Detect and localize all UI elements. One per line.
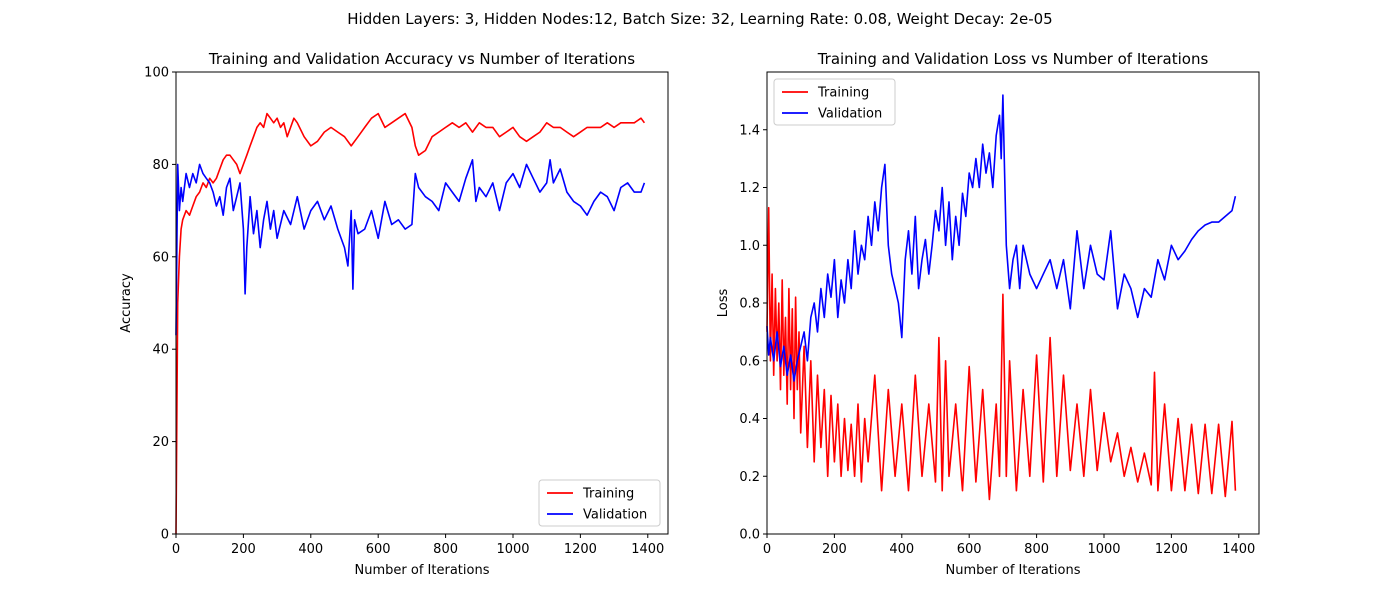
accuracy-x-tick-label: 0 (172, 542, 180, 557)
loss-x-tick-label: 1000 (1087, 542, 1120, 557)
loss-x-axis-label: Number of Iterations (946, 563, 1081, 578)
loss-series-line-training (766, 206, 1237, 501)
accuracy-legend: Training Validation (538, 479, 661, 527)
loss-legend: Training Validation (773, 78, 896, 126)
accuracy-x-tick-label: 400 (298, 542, 323, 557)
accuracy-axes-frame (175, 71, 669, 535)
loss-y-tick-label: 1.0 (739, 239, 760, 254)
accuracy-legend-label-validation: Validation (583, 508, 647, 523)
loss-y-tick-label: 1.2 (739, 181, 760, 196)
accuracy-y-tick-label: 60 (152, 250, 169, 265)
loss-ticks: 0 200 400 600 800 1000 1200 1400 0.0 0.2 0.4 0.6 0.8… (739, 123, 1255, 557)
accuracy-y-tick-label: 100 (144, 66, 169, 81)
loss-y-tick-label: 0.6 (739, 354, 760, 369)
accuracy-ticks: 0 200 400 600 800 1000 1200 1400 0 20 40 60 80 100 (144, 66, 664, 558)
accuracy-x-axis-label: Number of Iterations (355, 563, 490, 578)
loss-x-tick-label: 600 (957, 542, 982, 557)
loss-chart-title: Training and Validation Loss vs Number o… (817, 50, 1209, 68)
accuracy-x-tick-label: 600 (366, 542, 391, 557)
accuracy-x-tick-label: 1400 (631, 542, 664, 557)
loss-legend-label-validation: Validation (818, 107, 882, 122)
accuracy-y-tick-label: 80 (152, 158, 169, 173)
accuracy-x-tick-label: 1200 (564, 542, 597, 557)
loss-axes: Training and Validation Loss vs Number o… (716, 50, 1260, 578)
accuracy-chart-title: Training and Validation Accuracy vs Numb… (208, 50, 635, 68)
loss-series-line-validation (766, 94, 1237, 382)
accuracy-x-tick-label: 200 (231, 542, 256, 557)
loss-y-axis-label: Loss (716, 289, 731, 318)
accuracy-series-line-validation (175, 159, 646, 336)
loss-x-tick-label: 0 (763, 542, 771, 557)
accuracy-x-tick-label: 800 (433, 542, 458, 557)
loss-x-tick-label: 200 (822, 542, 847, 557)
accuracy-legend-label-training: Training (582, 487, 634, 502)
figure-suptitle: Hidden Layers: 3, Hidden Nodes:12, Batch… (347, 10, 1052, 28)
loss-x-tick-label: 1200 (1155, 542, 1188, 557)
loss-y-tick-label: 0.8 (739, 297, 760, 312)
accuracy-y-tick-label: 20 (152, 435, 169, 450)
loss-plot-area (766, 94, 1237, 501)
loss-x-tick-label: 400 (889, 542, 914, 557)
accuracy-axes: Training and Validation Accuracy vs Numb… (119, 50, 669, 578)
loss-y-tick-label: 0.2 (739, 470, 760, 485)
accuracy-x-tick-label: 1000 (496, 542, 529, 557)
accuracy-plot-area (175, 112, 646, 535)
loss-y-tick-label: 1.4 (739, 123, 760, 138)
loss-x-tick-label: 1400 (1222, 542, 1255, 557)
loss-legend-label-training: Training (817, 86, 869, 101)
accuracy-y-tick-label: 40 (152, 343, 169, 358)
accuracy-series-line-training (175, 112, 646, 535)
loss-x-tick-label: 800 (1024, 542, 1049, 557)
accuracy-y-axis-label: Accuracy (119, 273, 134, 333)
accuracy-y-tick-label: 0 (161, 528, 169, 543)
loss-y-tick-label: 0.0 (739, 528, 760, 543)
loss-y-tick-label: 0.4 (739, 412, 760, 427)
